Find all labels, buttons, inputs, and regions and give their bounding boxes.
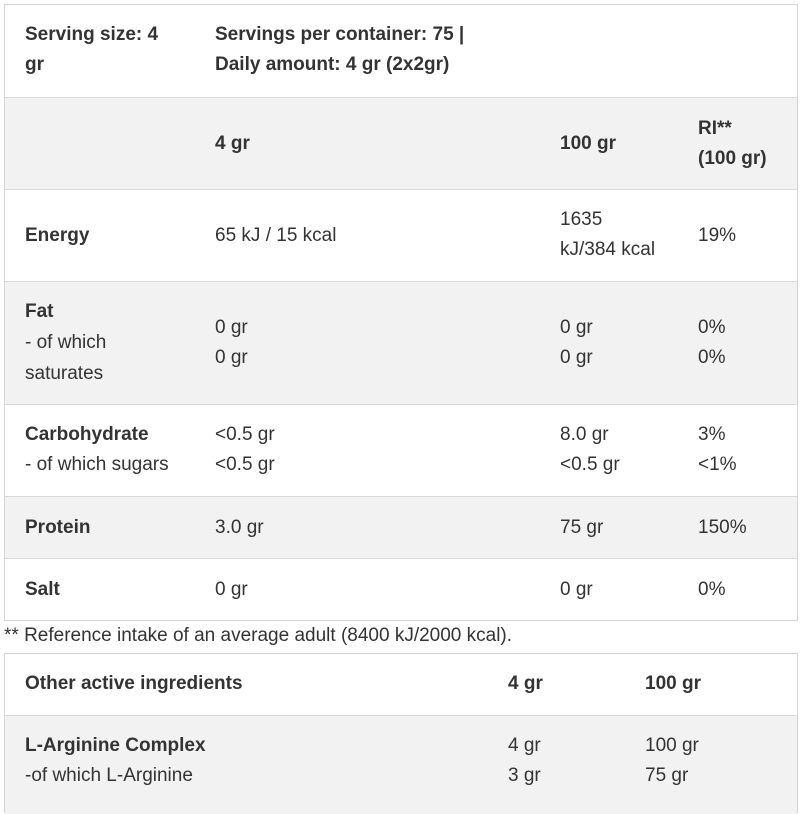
value-per-100: 0 gr xyxy=(560,317,593,338)
column-header-100gr: 100 gr xyxy=(645,673,701,694)
value-per-serving: 3 gr xyxy=(508,765,541,786)
column-header-4gr: 4 gr xyxy=(508,673,543,694)
row-label: Carbohydrate xyxy=(25,424,149,445)
value-per-serving: 0 gr xyxy=(215,579,248,600)
value-per-100: 1635 xyxy=(560,209,603,230)
value-per-100: 0 gr xyxy=(560,347,593,368)
value-ri: 0% xyxy=(698,347,726,368)
column-header-4gr: 4 gr xyxy=(215,133,250,154)
row-sublabel: -of which L-Arginine xyxy=(25,765,193,786)
column-header-ri: RI** xyxy=(698,118,732,139)
table-row: Fat - of which saturates 0 gr 0 gr 0 gr … xyxy=(5,281,797,404)
value-ri: 19% xyxy=(698,225,737,246)
value-ri: 0% xyxy=(698,579,726,600)
value-per-serving: <0.5 gr xyxy=(215,424,275,445)
row-sublabel: - of which sugars xyxy=(25,454,169,475)
value-per-100: kJ/384 kcal xyxy=(560,239,656,260)
table-row: Protein 3.0 gr 75 gr 150% xyxy=(5,496,797,558)
servings-per-container: Servings per container: 75 | xyxy=(215,24,465,45)
value-per-serving: 0 gr xyxy=(215,317,248,338)
column-header-100gr: 100 gr xyxy=(560,133,616,154)
value-ri: 150% xyxy=(698,517,747,538)
ingredients-title: Other active ingredients xyxy=(25,673,243,694)
row-sublabel: - of which xyxy=(25,332,107,353)
daily-amount: Daily amount: 4 gr (2x2gr) xyxy=(215,54,450,75)
reference-intake-footnote: ** Reference intake of an average adult … xyxy=(4,625,513,646)
row-sublabel: saturates xyxy=(25,363,104,384)
row-label: L-Arginine Complex xyxy=(25,735,206,756)
serving-info-row: Serving size: 4 gr Servings per containe… xyxy=(5,5,797,97)
table-row: Energy 65 kJ / 15 kcal 1635 kJ/384 kcal … xyxy=(5,189,797,281)
value-ri: <1% xyxy=(698,454,737,475)
nutrition-table: Serving size: 4 gr Servings per containe… xyxy=(4,4,798,621)
value-ri: 3% xyxy=(698,424,726,445)
value-per-100: 8.0 gr xyxy=(560,424,609,445)
row-label: Energy xyxy=(25,225,90,246)
value-per-serving: 3.0 gr xyxy=(215,517,264,538)
value-per-serving: 65 kJ / 15 kcal xyxy=(215,225,337,246)
row-label: Salt xyxy=(25,579,60,600)
ingredients-table: Other active ingredients 4 gr 100 gr L-A… xyxy=(4,653,798,814)
value-ri: 0% xyxy=(698,317,726,338)
value-per-100: 75 gr xyxy=(645,765,689,786)
table-row: Salt 0 gr 0 gr 0% xyxy=(5,558,797,620)
table-row: Carbohydrate - of which sugars <0.5 gr <… xyxy=(5,404,797,496)
value-per-serving: <0.5 gr xyxy=(215,454,275,475)
table-row: L-Arginine Complex -of which L-Arginine … xyxy=(5,715,797,814)
value-per-100: <0.5 gr xyxy=(560,454,620,475)
ingredients-header-row: Other active ingredients 4 gr 100 gr xyxy=(5,654,797,715)
column-header-row: 4 gr 100 gr RI** (100 gr) xyxy=(5,97,797,189)
serving-size: Serving size: 4 gr xyxy=(25,24,159,75)
value-per-100: 75 gr xyxy=(560,517,604,538)
value-per-serving: 4 gr xyxy=(508,735,541,756)
row-label: Protein xyxy=(25,517,91,538)
value-per-100: 0 gr xyxy=(560,579,593,600)
value-per-100: 100 gr xyxy=(645,735,699,756)
value-per-serving: 0 gr xyxy=(215,347,248,368)
row-label: Fat xyxy=(25,301,54,322)
column-header-ri-unit: (100 gr) xyxy=(698,148,767,169)
